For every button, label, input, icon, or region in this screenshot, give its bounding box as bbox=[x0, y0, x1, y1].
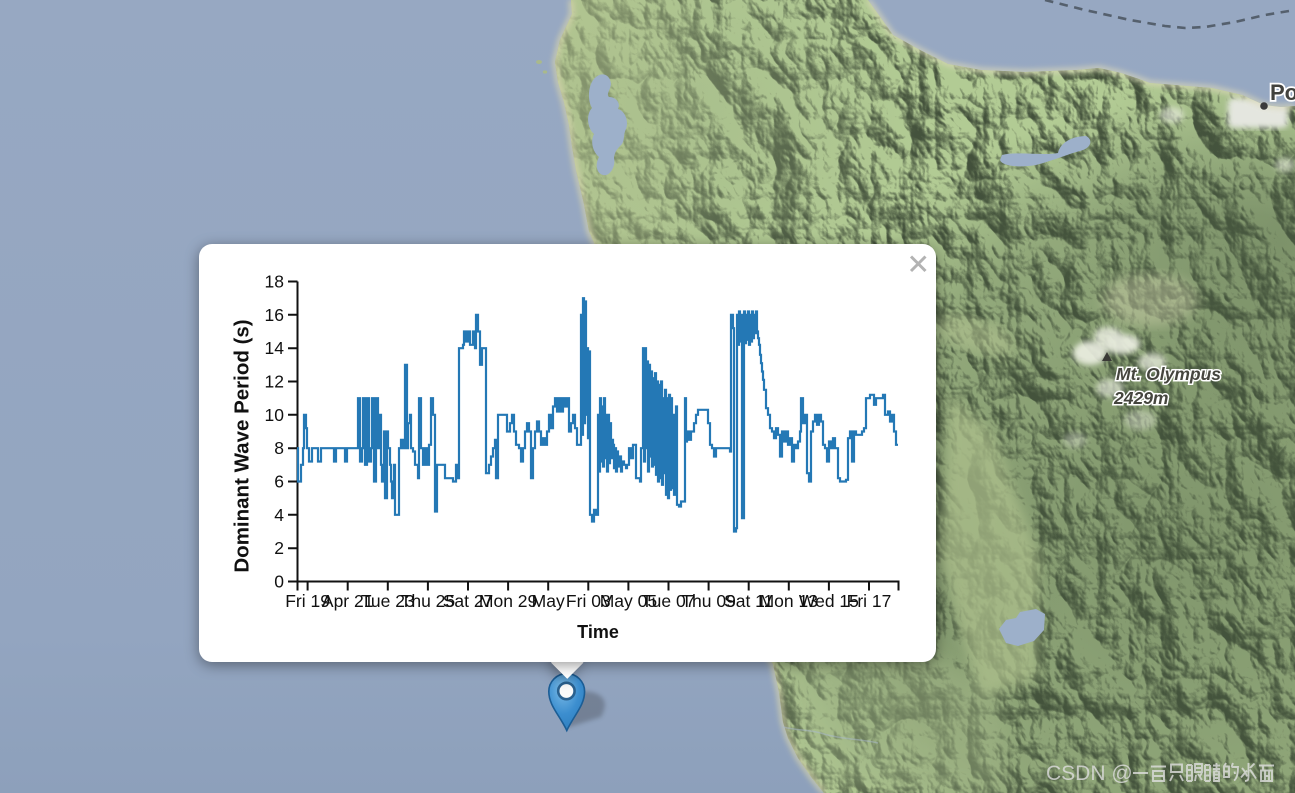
svg-text:Mon 13: Mon 13 bbox=[760, 591, 818, 611]
svg-text:Por: Por bbox=[1270, 80, 1295, 105]
svg-text:12: 12 bbox=[265, 372, 284, 392]
svg-text:Mt. Olympus: Mt. Olympus bbox=[1116, 364, 1221, 384]
svg-text:Fri 19: Fri 19 bbox=[285, 591, 330, 611]
svg-text:Sat 27: Sat 27 bbox=[443, 591, 494, 611]
svg-text:4: 4 bbox=[274, 505, 284, 525]
svg-text:Time: Time bbox=[577, 622, 619, 642]
svg-text:6: 6 bbox=[274, 472, 284, 492]
svg-text:Tue 23: Tue 23 bbox=[361, 591, 415, 611]
svg-text:May 05: May 05 bbox=[600, 591, 657, 611]
svg-text:Tue 07: Tue 07 bbox=[642, 591, 696, 611]
svg-text:Mon 29: Mon 29 bbox=[479, 591, 537, 611]
svg-text:2429m: 2429m bbox=[1113, 388, 1169, 408]
svg-text:18: 18 bbox=[265, 272, 284, 292]
svg-text:16: 16 bbox=[265, 305, 284, 325]
svg-text:10: 10 bbox=[265, 405, 285, 425]
svg-text:Apr 21: Apr 21 bbox=[322, 591, 374, 611]
svg-text:May: May bbox=[532, 591, 565, 611]
svg-text:0: 0 bbox=[274, 572, 284, 592]
svg-text:Wed 15: Wed 15 bbox=[799, 591, 859, 611]
svg-text:Fri 03: Fri 03 bbox=[566, 591, 611, 611]
svg-text:Sat 11: Sat 11 bbox=[724, 591, 773, 611]
svg-text:Fri 17: Fri 17 bbox=[847, 591, 892, 611]
svg-text:Thu 25: Thu 25 bbox=[401, 591, 455, 611]
svg-text:Thu 09: Thu 09 bbox=[681, 591, 735, 611]
svg-text:2: 2 bbox=[274, 538, 284, 558]
svg-text:CSDN @: CSDN @ bbox=[1046, 762, 1133, 785]
svg-text:Dominant Wave Period (s): Dominant Wave Period (s) bbox=[231, 319, 254, 572]
svg-text:14: 14 bbox=[265, 338, 285, 358]
svg-text:8: 8 bbox=[274, 438, 284, 458]
